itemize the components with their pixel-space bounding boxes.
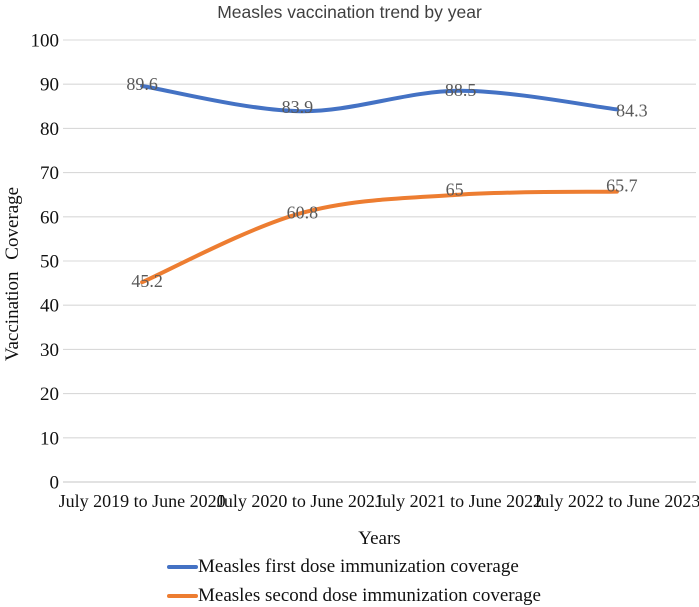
data-label: 65 [446,180,464,200]
legend-swatch-first-dose [167,565,198,569]
chart-title: Measles vaccination trend by year [217,2,482,22]
x-category-label: July 2021 to June 2022 [375,491,542,511]
y-tick-label: 10 [40,428,59,449]
data-label: 65.7 [606,176,638,196]
y-tick-label: 60 [40,207,59,228]
legend-swatch-second-dose [167,594,198,598]
y-tick-label: 50 [40,252,59,273]
legend-item-first-dose: Measles first dose immunization coverage [167,555,541,579]
y-tick-label: 0 [50,473,60,494]
x-category-label: July 2019 to June 2020 [59,491,226,511]
y-tick-label: 40 [40,296,59,317]
data-label: 88.5 [445,80,477,100]
legend-label-second-dose: Measles second dose immunization coverag… [198,585,541,606]
y-tick-label: 70 [40,163,59,184]
data-label: 89.6 [126,74,158,94]
legend-label-first-dose: Measles first dose immunization coverage [198,556,519,577]
chart-legend: Measles first dose immunization coverage… [167,555,541,607]
legend-item-second-dose: Measles second dose immunization coverag… [167,584,541,607]
y-tick-label: 90 [40,75,59,96]
x-axis-title: Years [358,528,401,549]
y-tick-label: 100 [31,31,60,52]
x-category-label: July 2022 to June 2023 [533,491,699,511]
x-category-label: July 2020 to June 2021 [217,491,384,511]
data-label: 84.3 [616,100,648,120]
y-tick-label: 30 [40,340,59,361]
y-tick-label: 20 [40,384,59,405]
y-tick-label: 80 [40,119,59,140]
series-line-second-dose [140,189,619,285]
data-label: 83.9 [282,97,314,117]
series-line-first-dose [140,83,619,114]
data-label: 60.8 [287,202,319,222]
data-label: 45.2 [131,271,163,291]
